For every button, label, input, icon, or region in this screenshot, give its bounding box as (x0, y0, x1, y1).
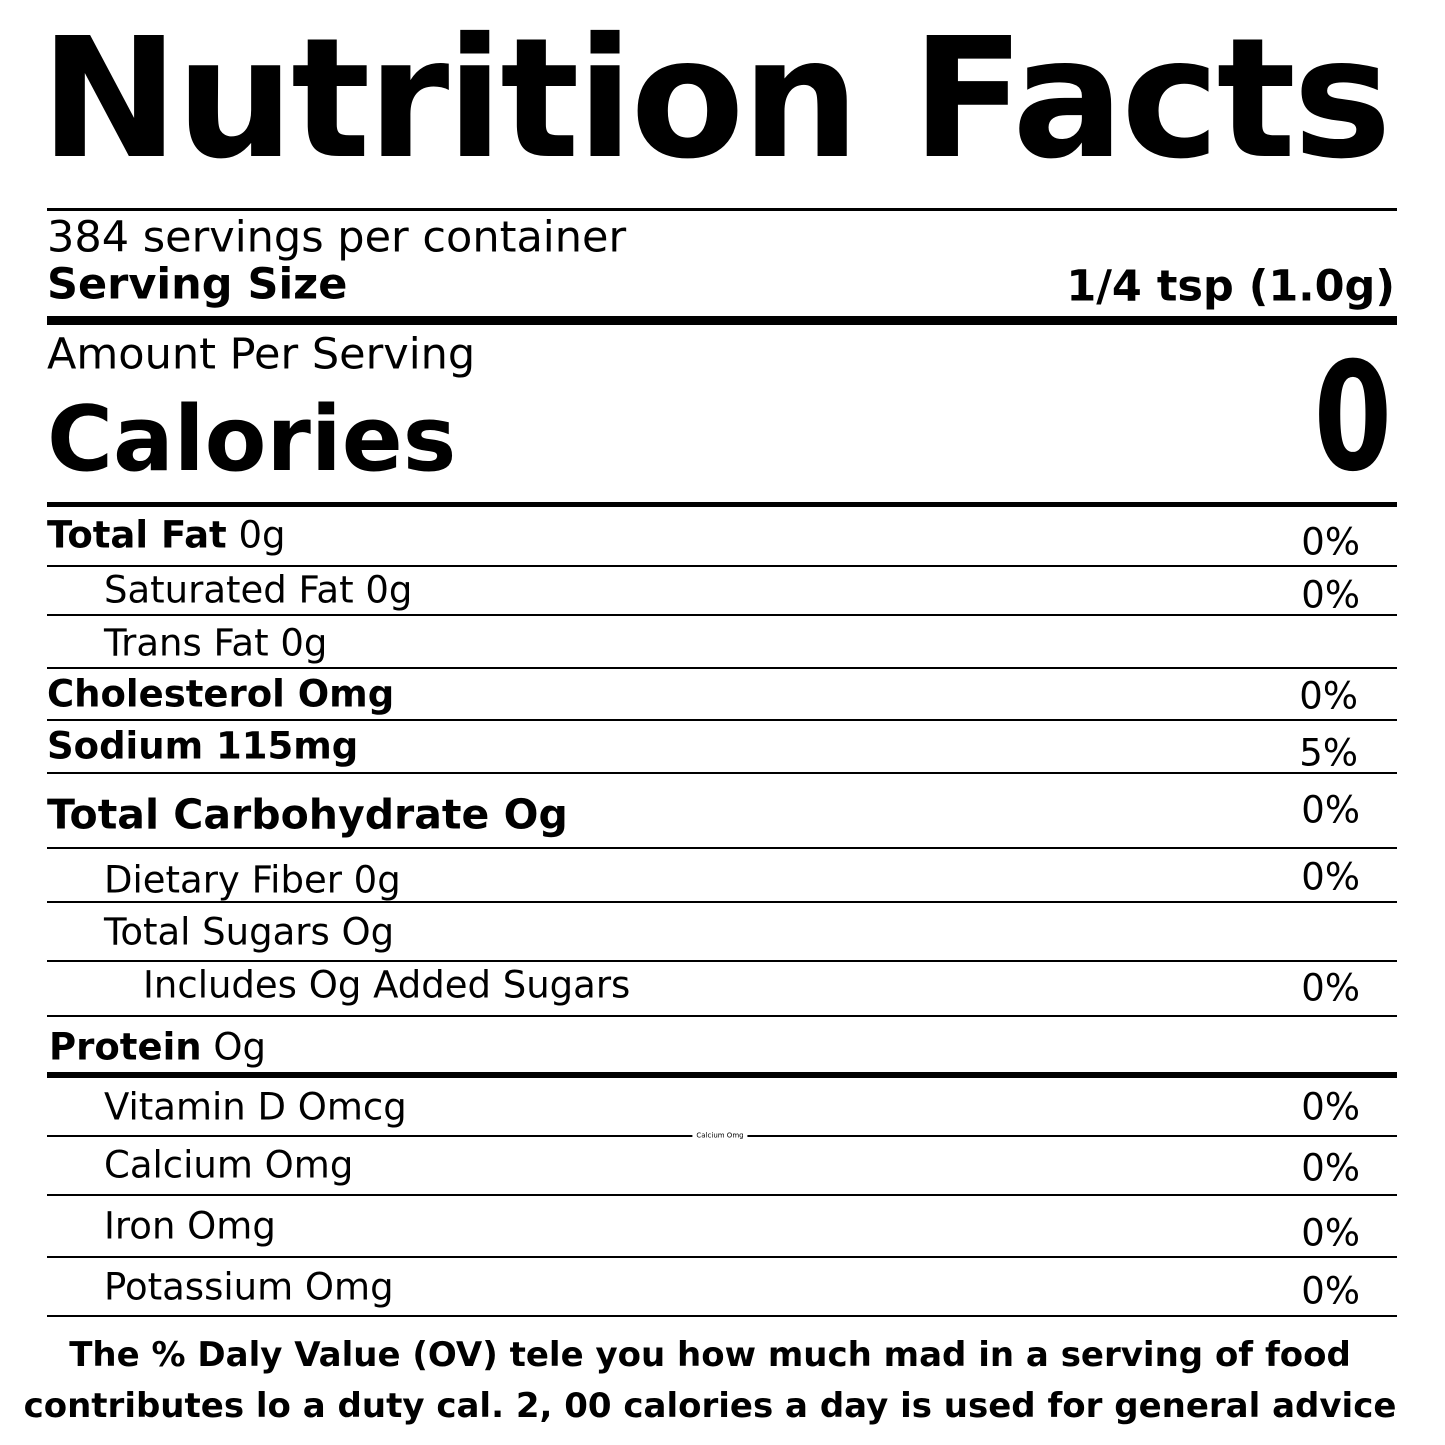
rule (47, 1315, 1397, 1317)
nutrient-label: Sodium 115mg (47, 724, 359, 768)
serving-size-value: 1/4 tsp (1.0g) (1066, 261, 1395, 312)
nutrient-label: Vitamin D Omcg (104, 1085, 407, 1129)
nutrient-row: Total Fat 0g (47, 517, 286, 554)
daily-value: 0% (1301, 573, 1360, 617)
nutrient-label: Includes Og Added Sugars (143, 963, 631, 1007)
amount-per-serving: Amount Per Serving (47, 329, 476, 380)
rule (47, 208, 1397, 211)
nutrient-label: Total Sugars Og (104, 910, 395, 954)
daily-value: 0% (1301, 1269, 1360, 1313)
footnote: The % Daly Value (OV) tele you how much … (69, 1335, 1351, 1375)
nutrient-label: Total Fat (47, 513, 227, 557)
rule (47, 565, 1397, 567)
daily-value: 0% (1301, 966, 1360, 1010)
rule (47, 960, 1397, 962)
nutrient-label: Cholesterol Omg (47, 672, 395, 716)
serving-size-label: Serving Size (47, 259, 348, 310)
daily-value: 0% (1301, 788, 1360, 832)
daily-value: 0% (1301, 855, 1360, 899)
daily-value: 0% (1301, 1211, 1360, 1255)
daily-value: 0% (1299, 674, 1358, 718)
rule (47, 502, 1397, 507)
nutrient-label: Total Carbohydrate Og (47, 790, 568, 839)
daily-value: 0% (1301, 1085, 1360, 1129)
nutrient-label: Dietary Fiber 0g (104, 858, 401, 902)
nutrient-amount: Og (213, 1025, 266, 1069)
calories-label: Calories (47, 387, 457, 492)
nutrient-label: Trans Fat 0g (104, 621, 328, 665)
nutrient-label: Iron Omg (104, 1204, 276, 1248)
daily-value: 0% (1301, 1146, 1360, 1190)
calories-value: 0 (1313, 331, 1392, 505)
nutrient-label: Calcium Omg (104, 1143, 354, 1187)
nutrient-label: Saturated Fat 0g (104, 568, 413, 612)
rule (47, 614, 1397, 616)
title: Nutrition Facts (40, 3, 1392, 196)
nutrient-row: Protein Og (49, 1029, 266, 1066)
rule (47, 901, 1397, 903)
footnote: contributes lo a duty cal. 2, 00 calorie… (23, 1386, 1397, 1426)
rule (47, 1256, 1397, 1258)
nutrient-amount: 0g (238, 513, 286, 557)
rule (47, 847, 1397, 849)
rule (47, 772, 1397, 774)
servings: 384 servings per container (47, 212, 627, 263)
rule (47, 316, 1397, 325)
rule (47, 1072, 1397, 1078)
nutrient-label: Protein (49, 1025, 202, 1069)
rule (47, 1194, 1397, 1196)
rule (47, 667, 1397, 669)
daily-value: 0% (1301, 520, 1360, 564)
rule (47, 1015, 1397, 1017)
stray-label: Calcium Omg (692, 1132, 748, 1140)
rule (47, 719, 1397, 721)
daily-value: 5% (1299, 731, 1358, 775)
nutrient-label: Potassium Omg (104, 1265, 394, 1309)
